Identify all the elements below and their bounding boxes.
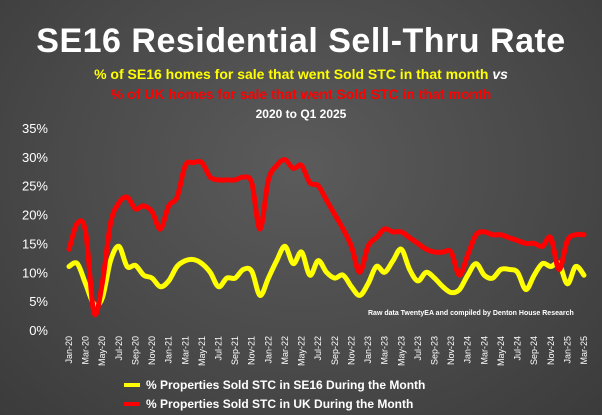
- y-tick-label: 10%: [22, 265, 48, 280]
- y-axis: 0% 5% 10% 15% 20% 25% 30% 35%: [22, 121, 48, 338]
- x-tick-label: Mar-22: [280, 336, 290, 365]
- y-tick-label: 20%: [22, 208, 48, 223]
- series-line-se16: [66, 243, 587, 308]
- x-tick-label: Jan-25: [562, 336, 572, 364]
- x-tick-label: May-23: [396, 336, 406, 366]
- x-tick-label: Nov-21: [247, 336, 257, 365]
- x-tick-label: Nov-22: [346, 336, 356, 365]
- x-tick-label: May-21: [197, 336, 207, 366]
- y-tick-label: 15%: [22, 236, 48, 251]
- x-axis: Jan-20 Mar-20 May-20 Jul-20 Sep-20 Nov-20 Jan-…: [64, 336, 589, 366]
- x-tick-label: Jul-21: [214, 336, 224, 361]
- subtitle-uk: % of UK homes for sale that went Sold ST…: [110, 86, 492, 102]
- source-note: Raw data TwentyEA and compiled by Denton…: [368, 310, 574, 317]
- series-lines: [66, 157, 587, 318]
- y-tick-label: 25%: [22, 179, 48, 194]
- x-tick-label: Jul-20: [114, 336, 124, 361]
- y-tick-label: 0%: [29, 323, 48, 338]
- legend-label-uk: % Properties Sold STC in UK During the M…: [146, 397, 414, 411]
- subtitle-se16: % of SE16 homes for sale that went Sold …: [0, 66, 602, 82]
- y-tick-label: 35%: [22, 121, 48, 136]
- y-tick-label: 30%: [22, 150, 48, 165]
- x-tick-label: May-24: [496, 336, 506, 366]
- x-tick-label: Jul-22: [313, 336, 323, 361]
- x-tick-label: Jan-20: [64, 336, 74, 364]
- x-tick-label: Jan-22: [263, 336, 273, 364]
- x-tick-label: Nov-24: [546, 336, 556, 365]
- x-tick-label: Nov-20: [147, 336, 157, 365]
- subtitle-period: 2020 to Q1 2025: [255, 107, 347, 121]
- series-line-uk: [66, 157, 587, 318]
- x-tick-label: Sep-22: [330, 336, 340, 365]
- subtitle-se16-text: % of SE16 homes for sale that went Sold …: [94, 66, 489, 82]
- y-tick-label: 5%: [29, 294, 48, 309]
- x-tick-label: Mar-21: [180, 336, 190, 365]
- x-tick-label: Jan-21: [164, 336, 174, 364]
- legend-label-se16: % Properties Sold STC in SE16 During the…: [146, 378, 426, 392]
- legend-swatch-se16: [124, 383, 140, 387]
- x-tick-label: Mar-24: [479, 336, 489, 365]
- legend-item-uk: % Properties Sold STC in UK During the M…: [124, 396, 413, 412]
- x-tick-label: Jul-23: [413, 336, 423, 361]
- x-tick-label: Jan-23: [363, 336, 373, 364]
- subtitle-vs: vs: [492, 66, 508, 82]
- x-tick-label: Mar-25: [579, 336, 589, 365]
- x-tick-label: Jan-24: [463, 336, 473, 364]
- x-tick-label: Jul-24: [513, 336, 523, 361]
- x-tick-label: May-22: [297, 336, 307, 366]
- x-tick-label: Mar-20: [81, 336, 91, 365]
- legend-item-se16: % Properties Sold STC in SE16 During the…: [124, 377, 425, 393]
- x-tick-label: Sep-20: [130, 336, 140, 365]
- x-tick-label: Mar-23: [380, 336, 390, 365]
- x-tick-label: Sep-23: [429, 336, 439, 365]
- chart-title: SE16 Residential Sell-Thru Rate: [36, 22, 566, 60]
- x-tick-label: Sep-24: [529, 336, 539, 365]
- x-tick-label: Nov-23: [446, 336, 456, 365]
- x-tick-label: Sep-21: [230, 336, 240, 365]
- x-tick-label: May-20: [97, 336, 107, 366]
- legend-swatch-uk: [124, 402, 140, 406]
